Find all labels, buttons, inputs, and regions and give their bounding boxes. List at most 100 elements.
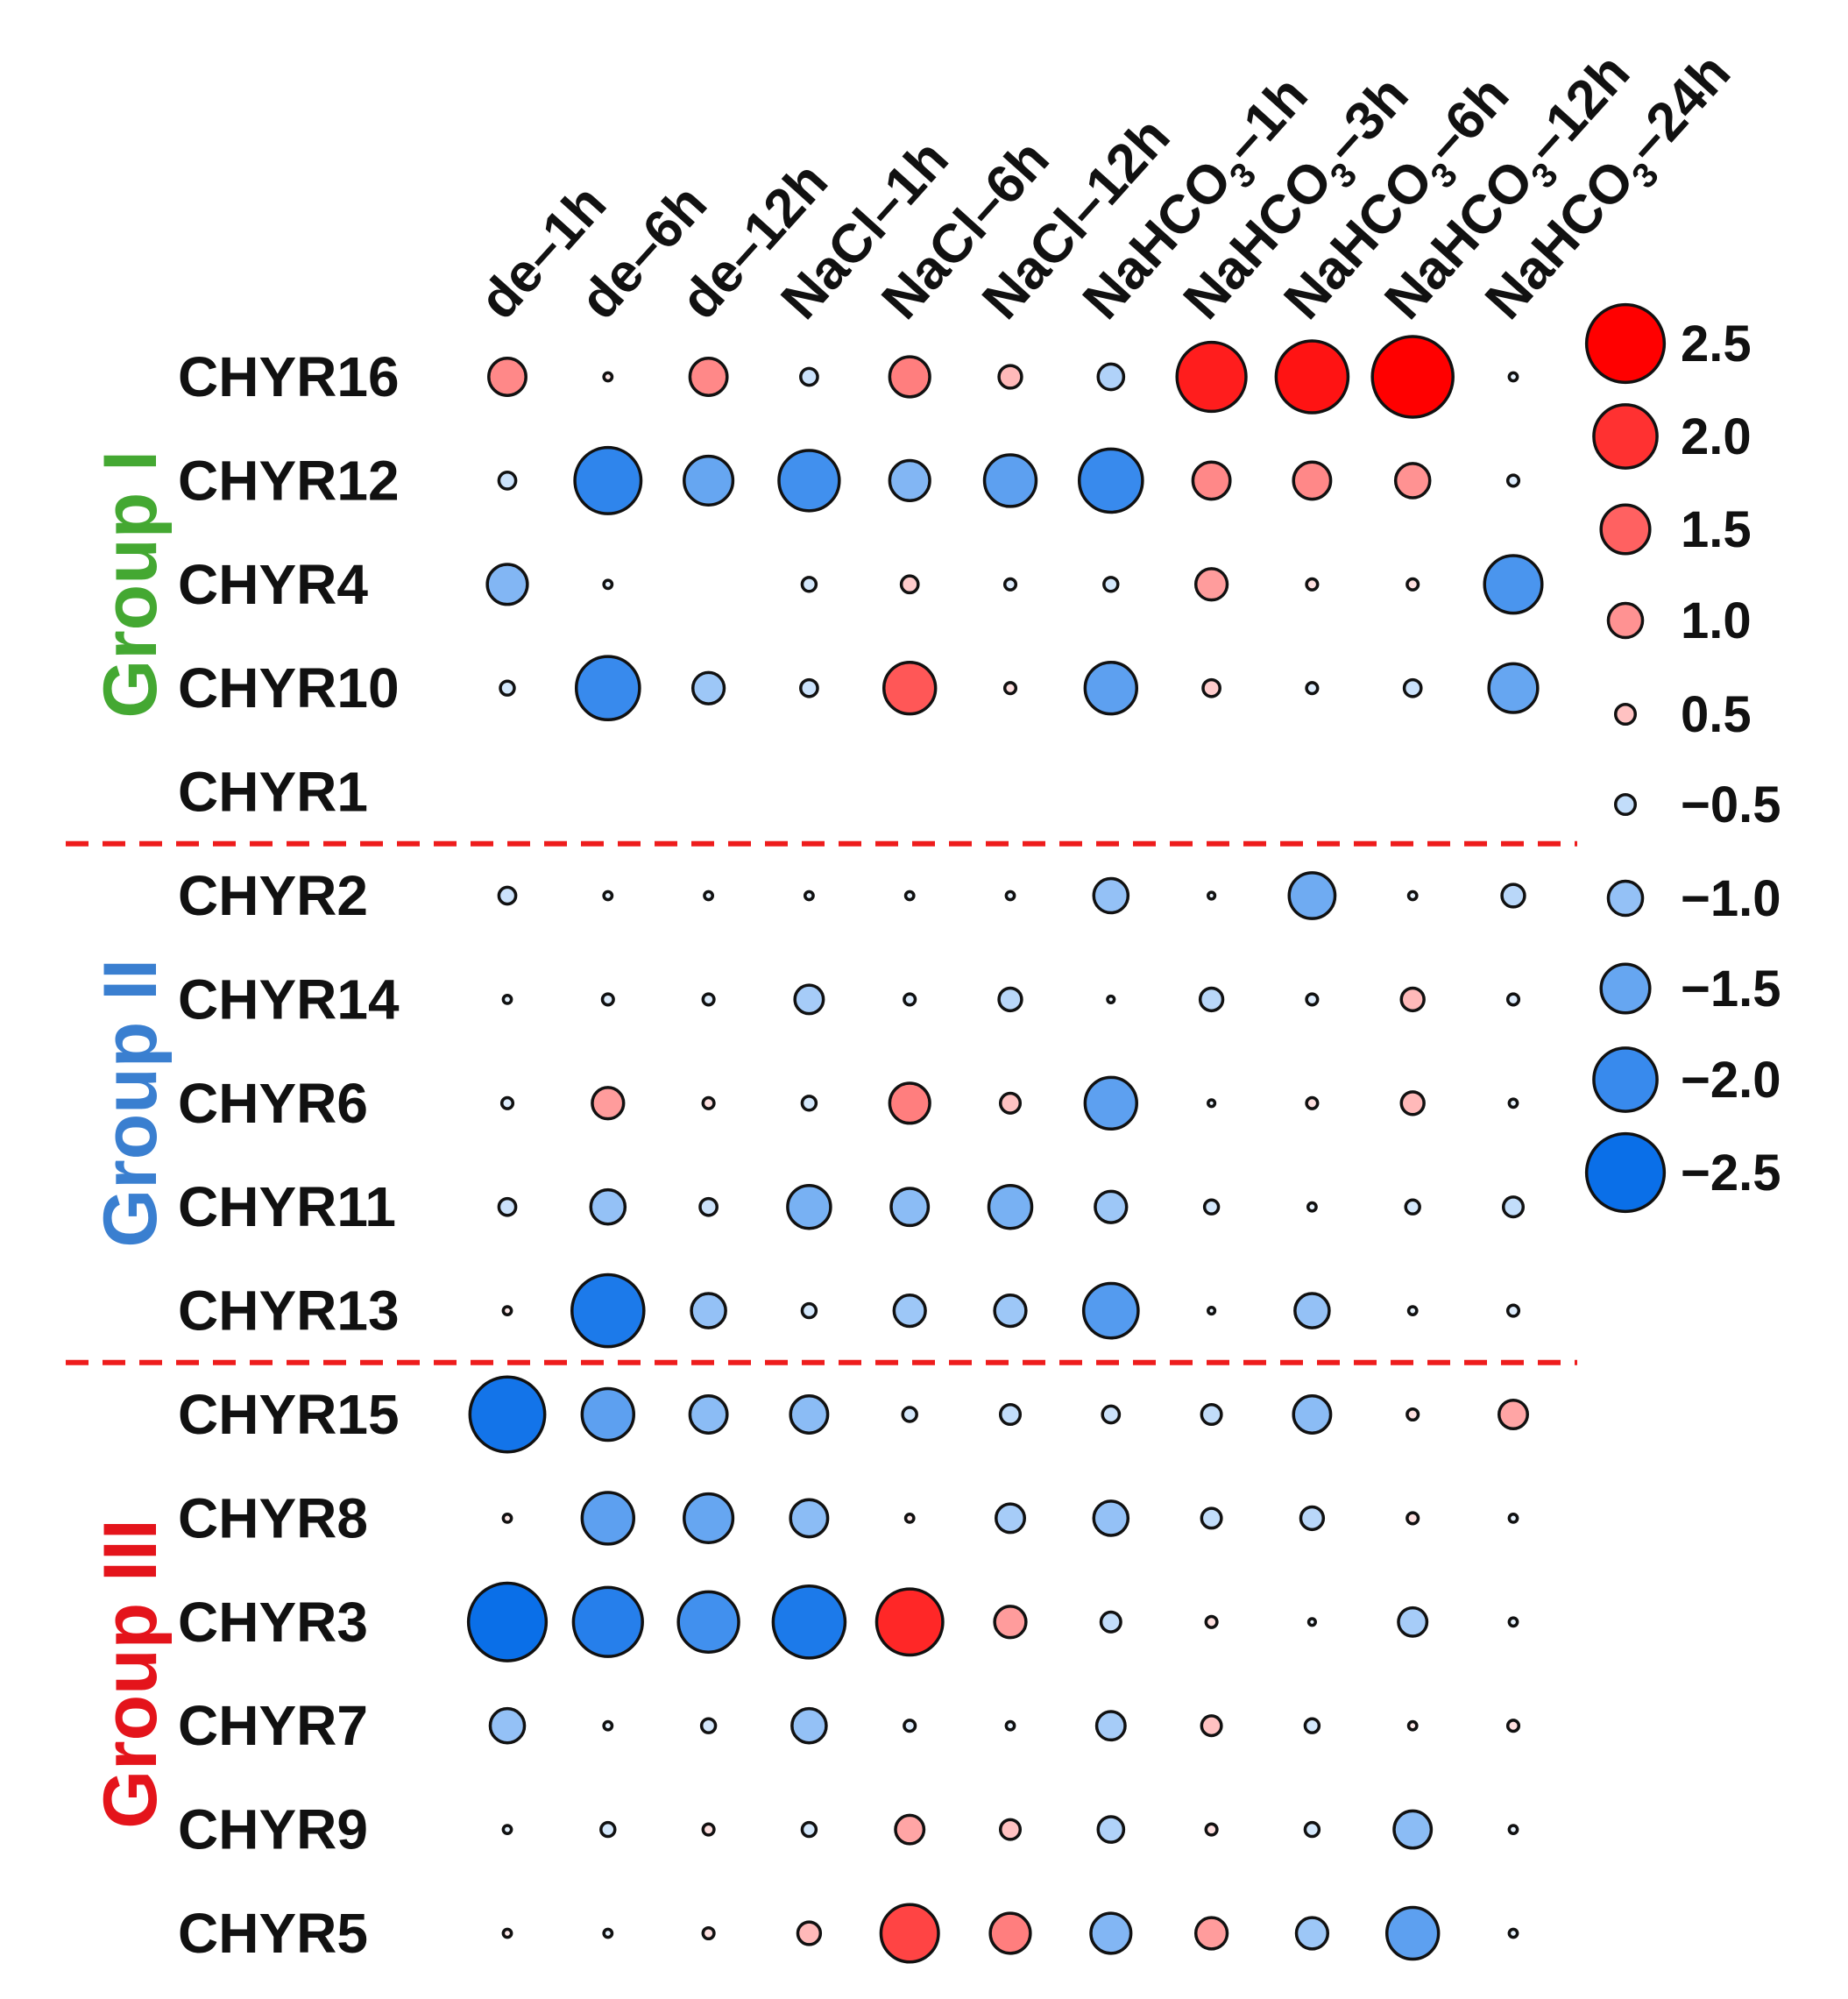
bubble-point xyxy=(1004,1719,1016,1732)
bubble-point xyxy=(701,1095,716,1110)
legend-label: 0.5 xyxy=(1681,686,1752,743)
bubble-point xyxy=(1096,1815,1126,1844)
bubble-point xyxy=(1483,554,1544,615)
bubble-point xyxy=(1191,460,1232,501)
bubble-point xyxy=(1081,1281,1140,1340)
bubble-point xyxy=(683,1492,735,1544)
bubble-point xyxy=(466,1581,549,1662)
bubble-point xyxy=(1507,1097,1519,1109)
bubble-point xyxy=(1193,1916,1229,1951)
bubble-point xyxy=(699,1717,718,1734)
bubble-point xyxy=(771,1584,847,1660)
group-label: Group I xyxy=(89,450,173,719)
bubble-point xyxy=(599,1820,617,1839)
bubble-point xyxy=(796,1920,823,1946)
bubble-point xyxy=(997,364,1023,390)
bubble-point xyxy=(1305,681,1320,696)
bubble-point xyxy=(1083,660,1139,716)
bubble-point xyxy=(790,1706,828,1745)
bubble-point xyxy=(1500,883,1526,909)
row-label: CHYR6 xyxy=(178,1072,368,1135)
bubble-point xyxy=(993,1293,1028,1329)
bubble-point xyxy=(468,1375,547,1454)
bubble-point xyxy=(1102,576,1120,593)
bubble-point xyxy=(1507,1616,1519,1628)
bubble-point xyxy=(574,655,641,722)
bubble-point xyxy=(589,1187,627,1226)
bubble-point xyxy=(698,1196,719,1217)
legend-label: −1.5 xyxy=(1681,961,1781,1017)
bubble-point xyxy=(888,1081,931,1125)
group-label: Group III xyxy=(89,1519,173,1829)
bubble-point xyxy=(888,355,931,399)
bubble-point xyxy=(1405,1511,1420,1526)
legend-label: −2.5 xyxy=(1681,1145,1781,1202)
legend-label: 1.0 xyxy=(1681,592,1752,649)
row-label: CHYR1 xyxy=(178,761,368,824)
bubble-point xyxy=(1507,1824,1519,1836)
bubble-point xyxy=(701,1822,716,1837)
bubble-point xyxy=(1292,460,1333,501)
bubble-point xyxy=(1392,1809,1434,1850)
legend-label: −2.0 xyxy=(1681,1052,1781,1109)
bubble-point xyxy=(573,445,643,515)
bubble-point xyxy=(1399,986,1426,1013)
bubble-point xyxy=(1406,1719,1419,1732)
legend-bubble xyxy=(1584,302,1667,385)
row-label: CHYR15 xyxy=(178,1383,400,1446)
bubble-point xyxy=(1207,1098,1217,1109)
bubble-point xyxy=(485,563,529,606)
bubble-point xyxy=(874,1587,945,1657)
bubble-point xyxy=(1004,890,1016,902)
bubble-point xyxy=(1397,1606,1429,1638)
bubble-point xyxy=(602,371,614,383)
bubble-point xyxy=(1089,1911,1133,1955)
bubble-point xyxy=(903,1719,917,1733)
bubble-point xyxy=(998,1818,1023,1841)
bubble-point xyxy=(683,454,735,507)
bubble-point xyxy=(602,890,614,902)
legend-bubble xyxy=(1606,879,1645,918)
row-label: CHYR3 xyxy=(178,1591,368,1654)
legend-label: 2.0 xyxy=(1681,408,1752,465)
bubble-point xyxy=(903,992,917,1007)
bubble-point xyxy=(993,1605,1028,1640)
legend-label: −1.0 xyxy=(1681,870,1781,927)
bubble-point xyxy=(571,1585,644,1658)
bubble-point xyxy=(1293,1292,1331,1329)
row-label: CHYR8 xyxy=(178,1486,368,1549)
column-labels: de–1hde–6hde–12hNaCl–1hNaCl–6hNaCl–12hNa… xyxy=(468,42,1742,330)
bubble-point xyxy=(676,1590,740,1654)
bubble-point xyxy=(1193,567,1229,602)
bubble-point xyxy=(1507,1512,1519,1524)
legend-label: −0.5 xyxy=(1681,776,1781,833)
bubble-point xyxy=(703,890,715,902)
legend-bubble xyxy=(1584,1131,1667,1214)
bubble-point xyxy=(1201,677,1221,698)
bubble-point xyxy=(777,449,841,513)
bubble-point xyxy=(903,890,916,902)
row-label: CHYR14 xyxy=(178,968,400,1031)
legend-bubble xyxy=(1599,962,1652,1015)
row-label: CHYR7 xyxy=(178,1694,368,1757)
bubble-point xyxy=(1200,1506,1223,1530)
bubble-point xyxy=(1501,1195,1526,1219)
bubble-point xyxy=(1092,876,1130,915)
bubble-point xyxy=(570,1272,646,1349)
bubble-point xyxy=(600,992,615,1007)
row-label: CHYR10 xyxy=(178,656,400,719)
bubble-point xyxy=(1406,890,1419,902)
bubble-point xyxy=(591,1086,626,1121)
row-label: CHYR4 xyxy=(178,553,368,616)
bubble-point xyxy=(1299,1505,1326,1532)
bubble-point xyxy=(1404,1198,1421,1216)
row-label: CHYR9 xyxy=(178,1798,368,1861)
bubble-point xyxy=(1200,1402,1223,1427)
bubble-point xyxy=(1292,1394,1333,1435)
bubble-point xyxy=(1083,1075,1139,1131)
bubble-point xyxy=(1487,662,1540,714)
bubble-point xyxy=(1505,1303,1521,1318)
legend-bubble xyxy=(1599,503,1652,556)
legend-bubble xyxy=(1592,1046,1659,1113)
